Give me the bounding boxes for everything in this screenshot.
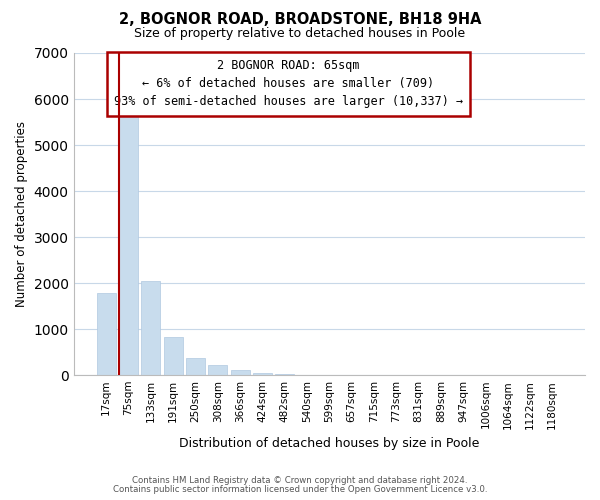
Bar <box>142 280 160 375</box>
Text: Contains HM Land Registry data © Crown copyright and database right 2024.: Contains HM Land Registry data © Crown c… <box>132 476 468 485</box>
Y-axis label: Number of detached properties: Number of detached properties <box>15 121 28 307</box>
Bar <box>208 365 227 375</box>
X-axis label: Distribution of detached houses by size in Poole: Distribution of detached houses by size … <box>179 437 479 450</box>
Bar <box>253 373 272 375</box>
Bar <box>119 110 138 375</box>
Bar <box>164 337 182 375</box>
Text: 2, BOGNOR ROAD, BROADSTONE, BH18 9HA: 2, BOGNOR ROAD, BROADSTONE, BH18 9HA <box>119 12 481 28</box>
Bar <box>230 370 250 375</box>
Text: Contains public sector information licensed under the Open Government Licence v3: Contains public sector information licen… <box>113 485 487 494</box>
Text: Size of property relative to detached houses in Poole: Size of property relative to detached ho… <box>134 28 466 40</box>
Bar <box>97 293 116 375</box>
Bar <box>275 374 294 375</box>
Bar <box>186 358 205 375</box>
Text: 2 BOGNOR ROAD: 65sqm
← 6% of detached houses are smaller (709)
93% of semi-detac: 2 BOGNOR ROAD: 65sqm ← 6% of detached ho… <box>114 60 463 108</box>
